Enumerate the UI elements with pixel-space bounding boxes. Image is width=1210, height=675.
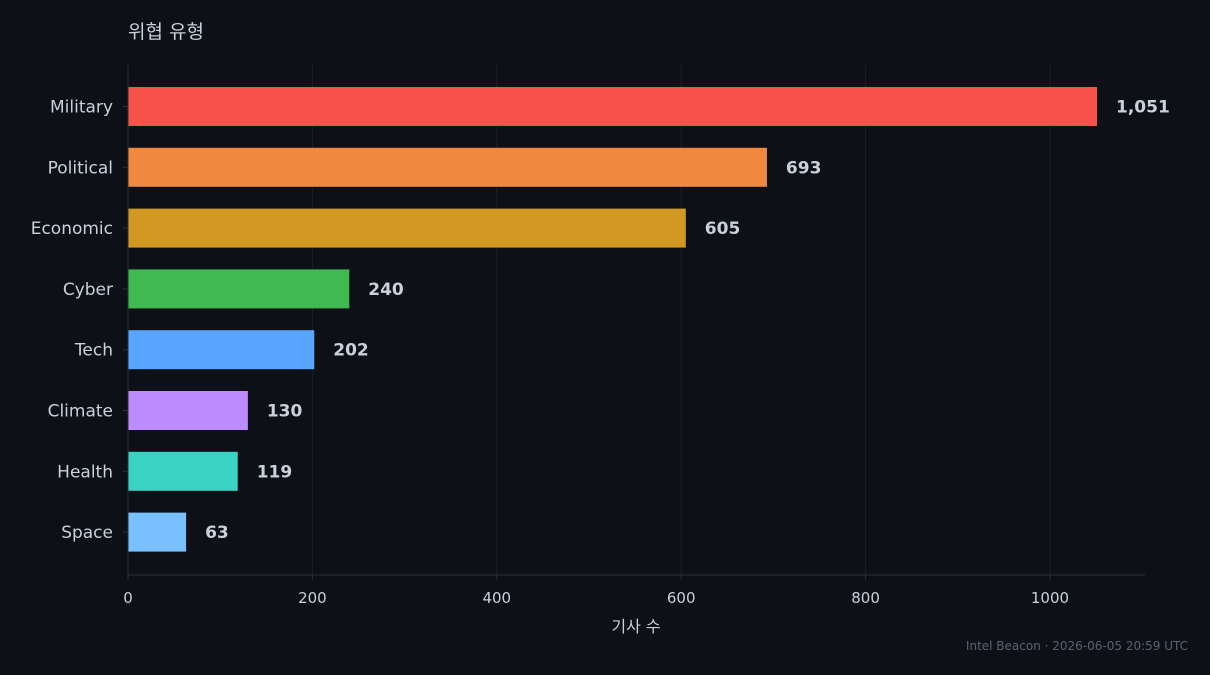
value-label: 202 <box>333 341 369 361</box>
grid-lines <box>311 65 1051 575</box>
value-label: 240 <box>368 280 404 300</box>
category-label: Cyber <box>63 280 113 300</box>
bar-cyber <box>128 269 350 309</box>
category-label: Space <box>61 523 113 543</box>
category-label: Political <box>48 158 113 178</box>
bar-military <box>128 87 1097 126</box>
axes <box>123 65 1145 580</box>
labels: 0 200 400 600 800 1000 Military 1,051 Political 6… <box>31 98 1170 608</box>
footer-text: Intel Beacon · 2026-06-05 20:59 UTC <box>966 639 1188 653</box>
x-tick-label: 0 <box>123 589 133 607</box>
category-label: Climate <box>48 402 113 422</box>
value-label: 119 <box>257 462 293 482</box>
bar-political <box>128 147 767 187</box>
x-tick-label: 600 <box>667 589 696 607</box>
x-tick-label: 400 <box>482 589 511 607</box>
bar-economic <box>128 208 686 248</box>
category-label: Tech <box>74 341 113 361</box>
value-label: 605 <box>705 219 741 239</box>
bars <box>128 87 1097 552</box>
bar-climate <box>128 391 248 430</box>
bar-health <box>128 451 238 491</box>
value-label: 63 <box>205 523 229 543</box>
chart-title: 위협 유형 <box>128 21 204 43</box>
category-label: Health <box>57 462 113 482</box>
category-label: Economic <box>31 219 113 239</box>
x-tick-label: 800 <box>851 589 880 607</box>
value-label: 693 <box>786 158 822 178</box>
category-label: Military <box>50 98 113 118</box>
value-label: 1,051 <box>1116 98 1170 118</box>
x-tick-label: 1000 <box>1031 589 1069 607</box>
x-tick-label: 200 <box>298 589 327 607</box>
x-axis-title: 기사 수 <box>611 617 660 636</box>
bar-space <box>128 512 187 552</box>
value-label: 130 <box>267 402 303 422</box>
bar-tech <box>128 330 315 370</box>
